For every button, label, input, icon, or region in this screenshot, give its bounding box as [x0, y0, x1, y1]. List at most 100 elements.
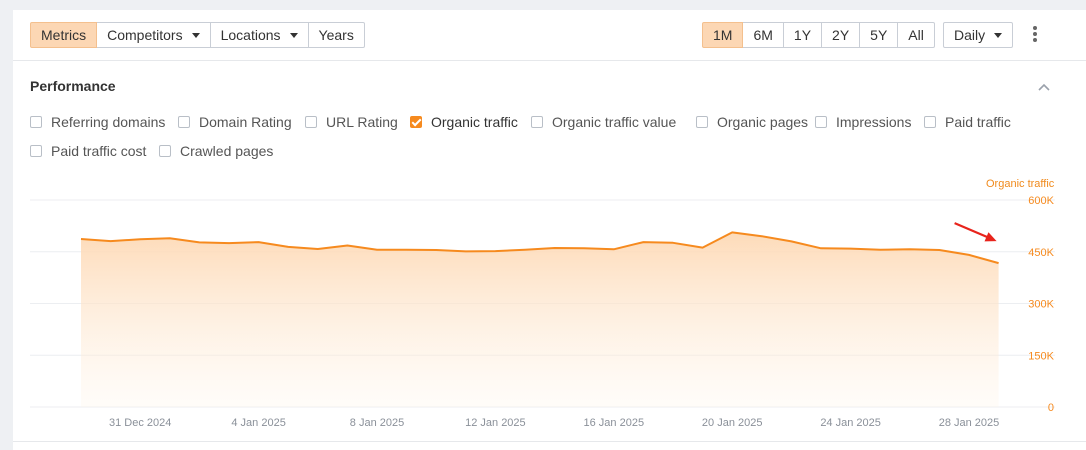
metric-label: Organic pages [717, 114, 809, 130]
metric-label: Paid traffic cost [51, 143, 147, 159]
checkbox-unchecked-icon [924, 116, 936, 128]
years-button[interactable]: Years [308, 22, 365, 48]
series-area [81, 232, 999, 407]
button-label: Years [318, 27, 354, 43]
metric-label: Organic traffic [431, 114, 518, 130]
y-tick-label: 450K [1028, 247, 1054, 259]
metric-checkbox-organic-traffic-value[interactable]: Organic traffic value [531, 114, 676, 130]
data-point [553, 247, 555, 249]
metric-checkbox-impressions[interactable]: Impressions [815, 114, 911, 130]
data-point [376, 249, 378, 251]
chevron-down-icon [191, 32, 200, 38]
data-point [968, 254, 970, 256]
data-point [583, 247, 585, 249]
y-tick-label: 600K [1028, 195, 1054, 207]
metric-label: Domain Rating [199, 114, 292, 130]
x-tick-label: 4 Jan 2025 [231, 417, 285, 429]
metric-checkbox-paid-traffic[interactable]: Paid traffic [924, 114, 1011, 130]
data-point [109, 240, 111, 242]
button-label: Competitors [107, 27, 183, 43]
data-point [701, 246, 703, 248]
competitors-button[interactable]: Competitors [97, 22, 211, 48]
chevron-down-icon [994, 32, 1003, 38]
metric-label: Organic traffic value [552, 114, 677, 130]
metric-checkbox-referring-domains[interactable]: Referring domains [30, 114, 165, 130]
data-point [849, 247, 851, 249]
kebab-vertical-icon[interactable] [1031, 26, 1039, 44]
data-point [731, 231, 733, 233]
data-point [346, 244, 348, 246]
data-point [169, 237, 171, 239]
x-tick-label: 31 Dec 2024 [109, 417, 171, 429]
x-tick-label: 20 Jan 2025 [702, 417, 763, 429]
button-label: Metrics [41, 27, 87, 43]
range-5y-button[interactable]: 5Y [860, 22, 899, 48]
data-point [761, 235, 763, 237]
interval-label: Daily [954, 27, 986, 43]
checkbox-checked-icon [410, 116, 422, 128]
series-line-organic-traffic [80, 231, 999, 265]
data-point [642, 241, 644, 243]
locations-button[interactable]: Locations [210, 22, 309, 48]
data-point [820, 247, 822, 249]
organic-traffic-chart: 600K 450K 300K 150K 0 31 Dec 2024 4 Jan 2025 8 … [30, 195, 1055, 429]
metric-checkbox-paid-traffic-cost[interactable]: Paid traffic cost [30, 143, 146, 159]
data-point [228, 242, 230, 244]
range-1m-button[interactable]: 1M [702, 22, 744, 48]
performance-card: Metrics Competitors Locations Years 1M 6M 1Y 2… [13, 10, 1086, 450]
data-point [317, 248, 319, 250]
chevron-down-icon [289, 32, 298, 38]
y-axis-title: Organic traffic [986, 178, 1055, 190]
data-point [435, 249, 437, 251]
x-tick-label: 24 Jan 2025 [820, 417, 881, 429]
button-label: Locations [220, 27, 281, 43]
metric-label: Crawled pages [180, 143, 274, 159]
data-point [139, 238, 141, 240]
range-2y-button[interactable]: 2Y [822, 22, 861, 48]
chevron-up-icon[interactable] [1037, 82, 1051, 92]
metric-checkbox-organic-pages[interactable]: Organic pages [696, 114, 808, 130]
range-all-button[interactable]: All [898, 22, 935, 48]
data-point [790, 240, 792, 242]
metric-label: Paid traffic [945, 114, 1011, 130]
red-arrow-icon [954, 222, 997, 242]
x-tick-label: 16 Jan 2025 [584, 417, 645, 429]
x-tick-label: 12 Jan 2025 [465, 417, 526, 429]
metric-checkbox-url-rating[interactable]: URL Rating [305, 114, 398, 130]
x-tick-label: 8 Jan 2025 [350, 417, 404, 429]
metric-checkbox-domain-rating[interactable]: Domain Rating [178, 114, 292, 130]
data-point [524, 249, 526, 251]
data-point [672, 242, 674, 244]
checkbox-unchecked-icon [159, 145, 171, 157]
metric-checkbox-crawled-pages[interactable]: Crawled pages [159, 143, 273, 159]
x-tick-label: 28 Jan 2025 [939, 417, 1000, 429]
metric-checkbox-organic-traffic[interactable]: Organic traffic [410, 114, 518, 130]
data-point [613, 248, 615, 250]
metrics-button[interactable]: Metrics [30, 22, 98, 48]
y-tick-label: 0 [1048, 402, 1054, 414]
data-point [405, 249, 407, 251]
divider [13, 441, 1086, 442]
section-title: Performance [30, 78, 116, 94]
range-1y-button[interactable]: 1Y [783, 22, 823, 48]
interval-dropdown[interactable]: Daily [943, 22, 1014, 48]
data-point [287, 246, 289, 248]
view-mode-group: Metrics Competitors Locations Years [30, 22, 365, 48]
chart-toolbar: Metrics Competitors Locations Years 1M 6M 1Y 2… [13, 10, 1086, 61]
metric-label: Impressions [836, 114, 912, 130]
data-point [465, 250, 467, 252]
date-range-group: 1M 6M 1Y 2Y 5Y All [702, 22, 935, 48]
data-point [198, 241, 200, 243]
range-6m-button[interactable]: 6M [743, 22, 784, 48]
y-tick-label: 150K [1028, 350, 1054, 362]
data-point [997, 262, 999, 264]
checkbox-unchecked-icon [178, 116, 190, 128]
data-point [494, 250, 496, 252]
checkbox-unchecked-icon [815, 116, 827, 128]
checkbox-unchecked-icon [696, 116, 708, 128]
y-tick-label: 300K [1028, 299, 1054, 311]
data-point [909, 248, 911, 250]
data-point [80, 238, 82, 240]
data-point [879, 249, 881, 251]
checkbox-unchecked-icon [305, 116, 317, 128]
